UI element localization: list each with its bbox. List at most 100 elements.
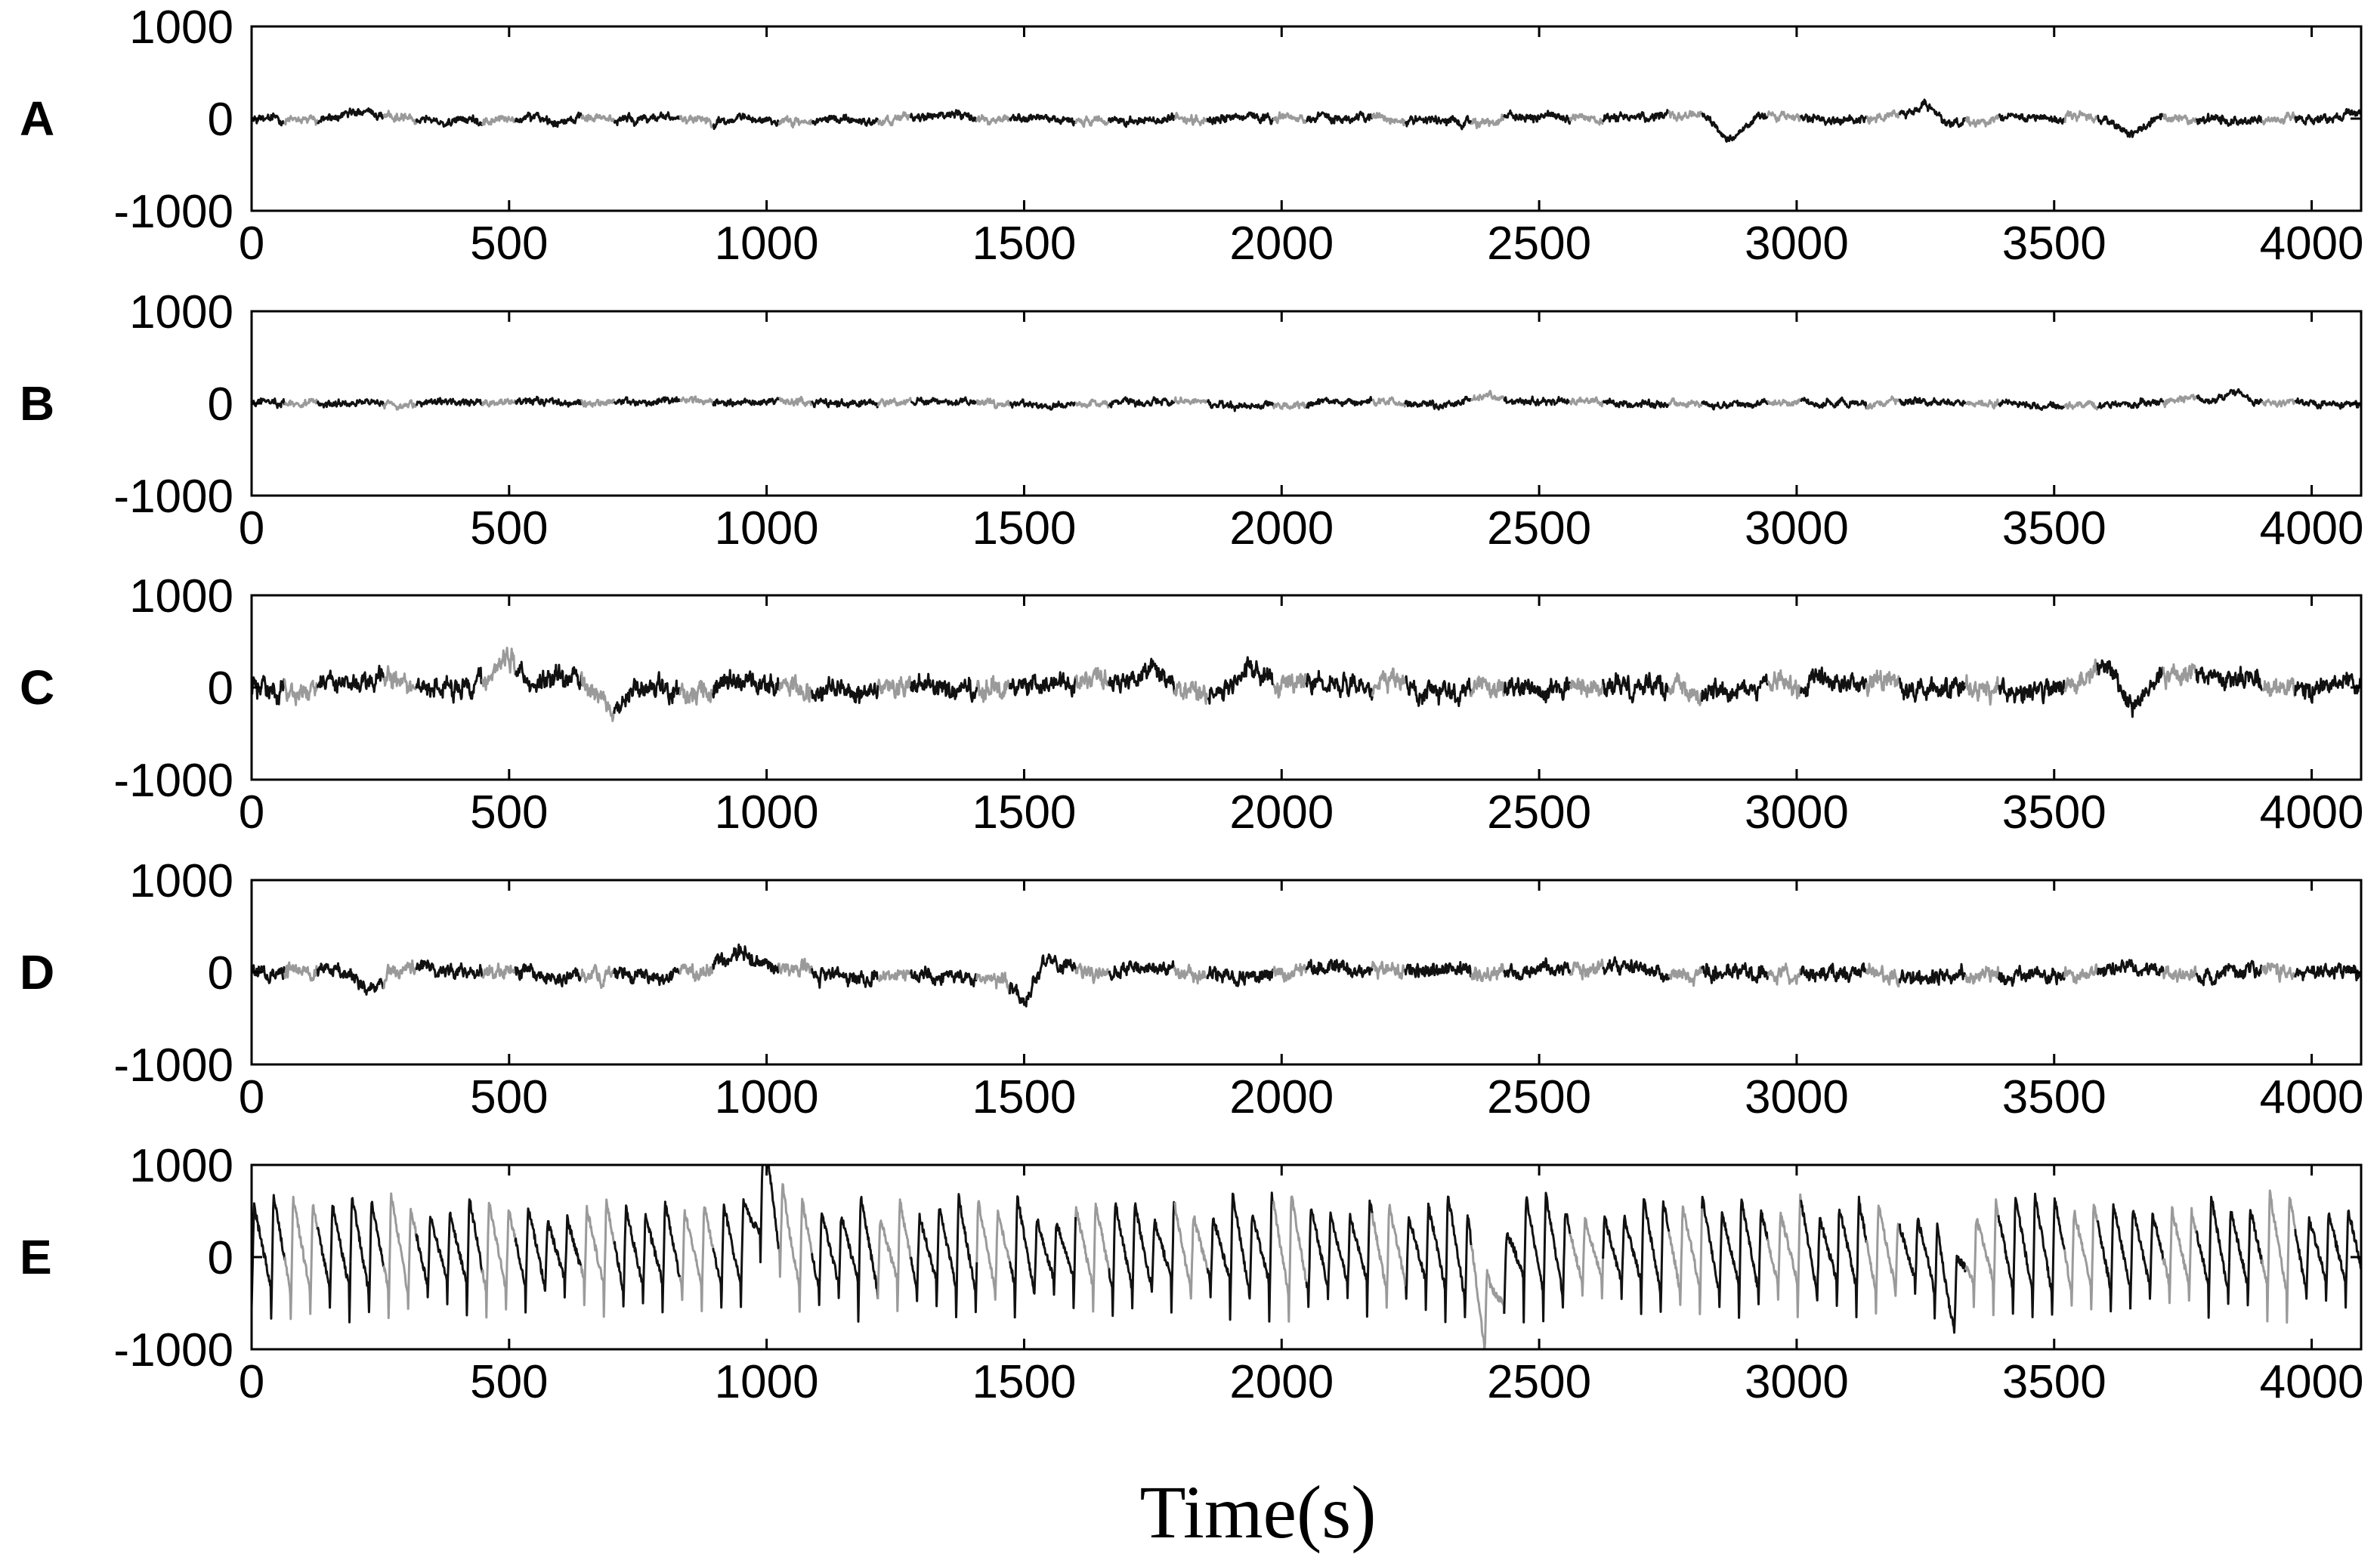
trace-segment-A: [942, 109, 978, 123]
trace-segment-E: [1602, 1214, 1637, 1300]
panel-label-B: B: [20, 376, 54, 431]
trace-segment-C: [942, 676, 978, 703]
trace-segment-D: [1074, 962, 1110, 984]
x-tick-label: 2000: [1229, 218, 1334, 270]
trace-segment-E: [250, 1194, 286, 1320]
trace-segment-A: [1832, 114, 1868, 126]
trace-segment-C: [1470, 675, 1506, 699]
trace-segment-A: [1503, 109, 1538, 124]
x-tick-label: 2000: [1229, 1356, 1334, 1408]
trace-segment-C: [1832, 672, 1868, 694]
trace-segment-B: [1437, 395, 1473, 411]
trace-segment-D: [975, 972, 1011, 995]
x-tick-label: 1500: [972, 218, 1076, 270]
trace-segment-D: [1964, 965, 2000, 985]
trace-segment-E: [910, 1208, 945, 1308]
trace-segment-D: [316, 962, 352, 979]
trace-segment-D: [678, 962, 715, 982]
trace-segment-E: [1405, 1202, 1439, 1311]
trace-segment-E: [1832, 1195, 1868, 1318]
trace-segment-A: [2261, 111, 2296, 126]
trace-segment-E: [1140, 1200, 1176, 1314]
y-tick-label: 1000: [129, 286, 233, 338]
trace-segment-C: [1766, 669, 1802, 700]
trace-segment-D: [514, 962, 550, 985]
trace-segment-C: [1964, 674, 2000, 706]
trace-segment-C: [910, 672, 945, 696]
trace-segment-B: [1668, 397, 1703, 409]
trace-segment-B: [515, 395, 549, 407]
trace-segment-D: [942, 969, 978, 987]
trace-segment-A: [2030, 113, 2066, 125]
trace-segment-D: [1272, 962, 1308, 983]
trace-segment-A: [910, 111, 945, 122]
trace-segment-C: [2162, 663, 2197, 690]
x-tick-label: 1500: [972, 1071, 1076, 1123]
trace-segment-A: [1602, 111, 1637, 123]
x-tick-label: 4000: [2260, 1356, 2364, 1408]
trace-segment-D: [1338, 959, 1374, 978]
trace-segment-D: [1041, 953, 1077, 975]
trace-segment-B: [843, 398, 879, 409]
trace-segment-C: [1041, 671, 1077, 698]
trace-segment-C: [1338, 671, 1374, 701]
trace-segment-C: [975, 675, 1011, 703]
trace-segment-A: [1635, 109, 1670, 123]
trace-segment-D: [2030, 965, 2066, 986]
x-tick-label: 500: [470, 786, 548, 839]
trace-segment-E: [1766, 1193, 1802, 1318]
x-tick-label: 4000: [2260, 502, 2364, 555]
trace-segment-B: [1634, 398, 1670, 409]
trace-segment-C: [1107, 670, 1143, 694]
trace-segment-C: [448, 666, 484, 704]
trace-segment-D: [349, 968, 385, 996]
trace-segment-E: [580, 1198, 616, 1318]
x-tick-label: 2500: [1487, 1356, 1591, 1408]
trace-segment-A: [415, 114, 451, 128]
trace-segment-D: [1800, 962, 1835, 983]
trace-segment-E: [1173, 1201, 1209, 1300]
y-tick-label: 0: [208, 663, 233, 715]
trace-segment-C: [1998, 677, 2033, 704]
trace-segment-D: [1470, 962, 1506, 982]
x-tick-label: 500: [470, 502, 548, 555]
trace-segment-A: [1140, 112, 1176, 125]
trace-segment-C: [678, 679, 715, 706]
axes-frame-E: [250, 1163, 2363, 1351]
trace-segment-D: [1404, 962, 1439, 978]
trace-segment-B: [1009, 398, 1044, 409]
trace-segment-B: [1239, 400, 1275, 410]
trace-segment-C: [1074, 666, 1110, 690]
trace-segment-B: [1865, 395, 1901, 410]
trace-segment-B: [745, 397, 780, 406]
trace-segment-E: [2228, 1209, 2264, 1307]
x-tick-label: 2000: [1229, 502, 1334, 555]
y-tick-label: 0: [208, 1232, 233, 1284]
x-tick-label: 3000: [1745, 218, 1849, 270]
trace-segment-D: [1206, 965, 1242, 987]
trace-segment-E: [1008, 1195, 1044, 1319]
trace-segment-A: [1074, 115, 1110, 128]
trace-segment-C: [1140, 657, 1176, 695]
trace-segment-A: [1964, 114, 2000, 128]
trace-segment-D: [745, 952, 780, 975]
trace-segment-C: [2294, 677, 2329, 704]
trace-segment-A: [2097, 114, 2132, 138]
y-tick-label: -1000: [113, 1040, 233, 1092]
trace-segment-D: [415, 959, 451, 978]
panel-C: C0 500 1000 1500 2000 2500 3000 3500 400010000-1…: [20, 570, 2364, 839]
trace-segment-B: [1272, 400, 1308, 410]
trace-segment-C: [1701, 677, 1736, 703]
x-tick-label: 1000: [715, 1071, 819, 1123]
trace-segment-C: [646, 671, 682, 706]
trace-segment-B: [2063, 400, 2099, 411]
trace-segment-A: [1766, 110, 1802, 123]
x-tick-label: 3000: [1745, 1071, 1849, 1123]
trace-segment-A: [2129, 113, 2165, 138]
trace-segment-D: [547, 967, 583, 987]
trace-segment-B: [448, 397, 484, 407]
trace-segment-B: [547, 397, 583, 408]
trace-segment-C: [1668, 672, 1703, 706]
trace-segment-A: [250, 112, 286, 127]
